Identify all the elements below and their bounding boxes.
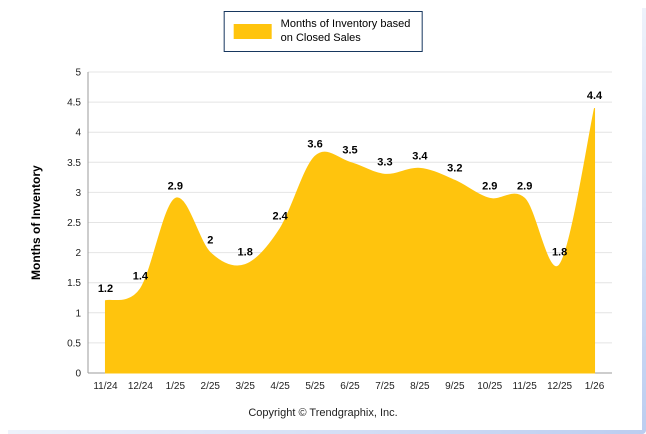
x-tick-label: 1/26 <box>585 381 605 392</box>
y-tick-label: 1 <box>75 308 81 319</box>
x-tick-label: 5/25 <box>305 381 325 392</box>
copyright-text: Copyright © Trendgraphix, Inc. <box>248 407 398 419</box>
data-label: 3.5 <box>342 144 357 156</box>
data-label: 1.4 <box>133 271 149 283</box>
data-label: 2.9 <box>168 180 183 192</box>
x-tick-label: 8/25 <box>410 381 430 392</box>
x-tick-label: 2/25 <box>201 381 221 392</box>
data-label: 2.9 <box>517 180 532 192</box>
y-tick-label: 3 <box>75 188 81 199</box>
legend-label-line1: Months of Inventory based <box>280 18 411 30</box>
x-tick-label: 6/25 <box>340 381 360 392</box>
legend-swatch <box>233 23 272 39</box>
x-tick-label: 3/25 <box>235 381 255 392</box>
data-label: 3.6 <box>307 138 322 150</box>
x-tick-label: 4/25 <box>270 381 290 392</box>
data-label: 2.9 <box>482 180 497 192</box>
data-label: 2 <box>207 235 213 247</box>
y-tick-label: 2.5 <box>67 218 81 229</box>
x-tick-label: 7/25 <box>375 381 395 392</box>
data-label: 1.8 <box>238 247 253 259</box>
data-label: 3.3 <box>377 156 392 168</box>
legend: Months of Inventory based on Closed Sale… <box>223 11 423 52</box>
data-label: 2.4 <box>272 211 288 223</box>
data-label: 1.8 <box>552 247 567 259</box>
x-tick-label: 12/24 <box>128 381 153 392</box>
page-border-bottom <box>8 430 646 434</box>
area-series <box>104 108 596 374</box>
x-tick-label: 1/25 <box>166 381 186 392</box>
x-tick-label: 9/25 <box>445 381 465 392</box>
legend-label-line2: on Closed Sales <box>280 32 361 45</box>
data-label: 1.2 <box>98 283 113 295</box>
page-border-right <box>642 8 646 434</box>
y-tick-label: 0.5 <box>67 338 81 349</box>
y-tick-label: 5 <box>75 68 81 79</box>
y-tick-label: 2 <box>75 248 81 259</box>
data-label: 3.2 <box>447 162 462 174</box>
legend-label: Months of Inventory based on Closed Sale… <box>281 17 411 46</box>
y-tick-label: 4.5 <box>67 98 81 109</box>
x-tick-label: 11/24 <box>93 381 118 392</box>
y-tick-label: 3.5 <box>67 158 81 169</box>
x-tick-label: 12/25 <box>547 381 572 392</box>
x-tick-label: 10/25 <box>477 381 502 392</box>
y-tick-label: 1.5 <box>67 278 81 289</box>
y-axis-title: Months of Inventory <box>29 165 43 280</box>
data-label: 4.4 <box>587 90 603 102</box>
x-tick-label: 11/25 <box>513 381 538 392</box>
data-label: 3.4 <box>412 150 428 162</box>
y-tick-label: 0 <box>75 369 81 380</box>
y-tick-label: 4 <box>75 128 81 139</box>
